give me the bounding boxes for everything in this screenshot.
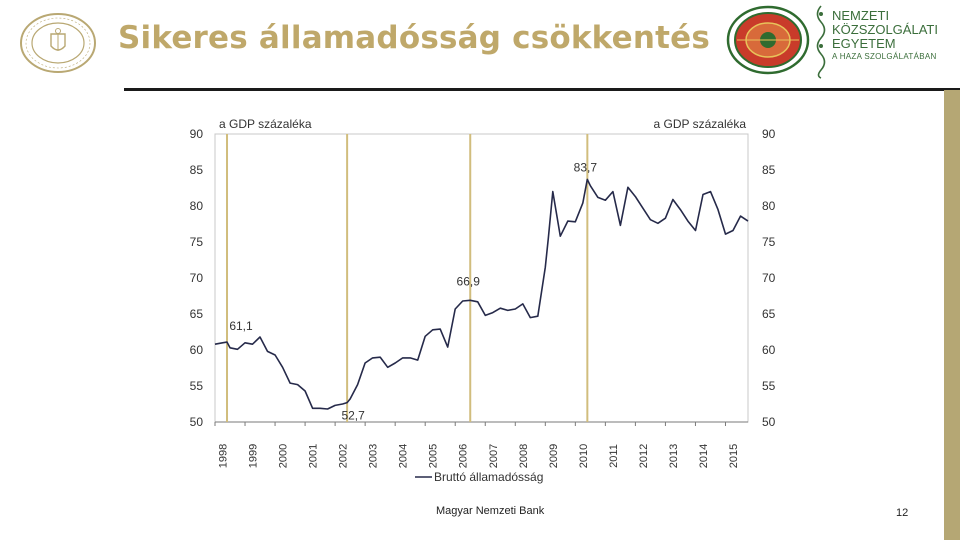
y-tick-label-left: 65 xyxy=(190,307,204,321)
x-tick-label: 2004 xyxy=(398,444,410,468)
data-label: 66,9 xyxy=(457,274,481,288)
y-tick-label-right: 90 xyxy=(762,127,776,141)
page-number: 12 xyxy=(896,507,909,519)
y-tick-label-right: 60 xyxy=(762,343,776,357)
slide-title: Sikeres államadósság csökkentés xyxy=(118,20,711,56)
university-name-line-3: EGYETEM xyxy=(832,36,896,51)
plot-frame xyxy=(214,133,749,423)
x-tick-label: 1998 xyxy=(218,444,230,468)
x-tick-label: 2000 xyxy=(278,444,290,468)
data-label: 83,7 xyxy=(574,160,598,174)
y-tick-label-right: 75 xyxy=(762,235,776,249)
y-tick-label-right: 55 xyxy=(762,379,776,393)
x-tick-label: 2014 xyxy=(698,444,710,468)
y-tick-label-left: 70 xyxy=(190,271,204,285)
y-tick-label-left: 75 xyxy=(190,235,204,249)
university-name-line-1: NEMZETI xyxy=(832,8,890,23)
data-label: 61,1 xyxy=(229,319,253,333)
x-tick-label: 2005 xyxy=(428,444,440,468)
x-tick-label: 2007 xyxy=(488,444,500,468)
y-tick-label-right: 65 xyxy=(762,307,776,321)
y-tick-label-left: 55 xyxy=(190,379,204,393)
y-tick-label-left: 80 xyxy=(190,199,204,213)
x-tick-label: 1999 xyxy=(248,444,260,468)
series-line-brutto-allamadossag xyxy=(214,178,749,410)
x-tick-label: 2009 xyxy=(548,444,560,468)
x-tick-label: 2001 xyxy=(308,444,320,468)
university-name-line-2: KÖZSZOLGÁLATI xyxy=(832,22,938,37)
x-tick-label: 2012 xyxy=(638,444,650,468)
university-motto: A HAZA SZOLGÁLATÁBAN xyxy=(832,52,937,61)
x-tick-label: 2010 xyxy=(578,444,590,468)
footer-source: Magyar Nemzeti Bank xyxy=(436,505,545,517)
y-axis-label-left: a GDP százaléka xyxy=(219,117,312,131)
y-tick-label-right: 70 xyxy=(762,271,776,285)
y-tick-label-right: 80 xyxy=(762,199,776,213)
x-tick-label: 2006 xyxy=(458,444,470,468)
x-tick-label: 2002 xyxy=(338,444,350,468)
nke-seal-logo xyxy=(726,5,810,75)
mnb-seal-logo xyxy=(20,13,96,73)
x-tick-label: 2015 xyxy=(728,444,740,468)
legend-label: Bruttó államadósság xyxy=(434,470,543,484)
data-label: 52,7 xyxy=(341,409,365,423)
x-tick-label: 2003 xyxy=(368,444,380,468)
y-tick-label-right: 50 xyxy=(762,415,776,429)
accent-sidebar xyxy=(944,90,960,540)
y-tick-label-left: 50 xyxy=(190,415,204,429)
x-tick-label: 2013 xyxy=(668,444,680,468)
ornament-icon xyxy=(816,5,826,79)
x-tick-label: 2011 xyxy=(608,444,620,468)
y-axis-label-right: a GDP százaléka xyxy=(654,117,747,131)
y-tick-label-left: 90 xyxy=(190,127,204,141)
x-tick-label: 2008 xyxy=(518,444,530,468)
y-tick-label-left: 85 xyxy=(190,163,204,177)
y-tick-label-right: 85 xyxy=(762,163,776,177)
header-divider xyxy=(124,88,960,91)
y-tick-label-left: 60 xyxy=(190,343,204,357)
